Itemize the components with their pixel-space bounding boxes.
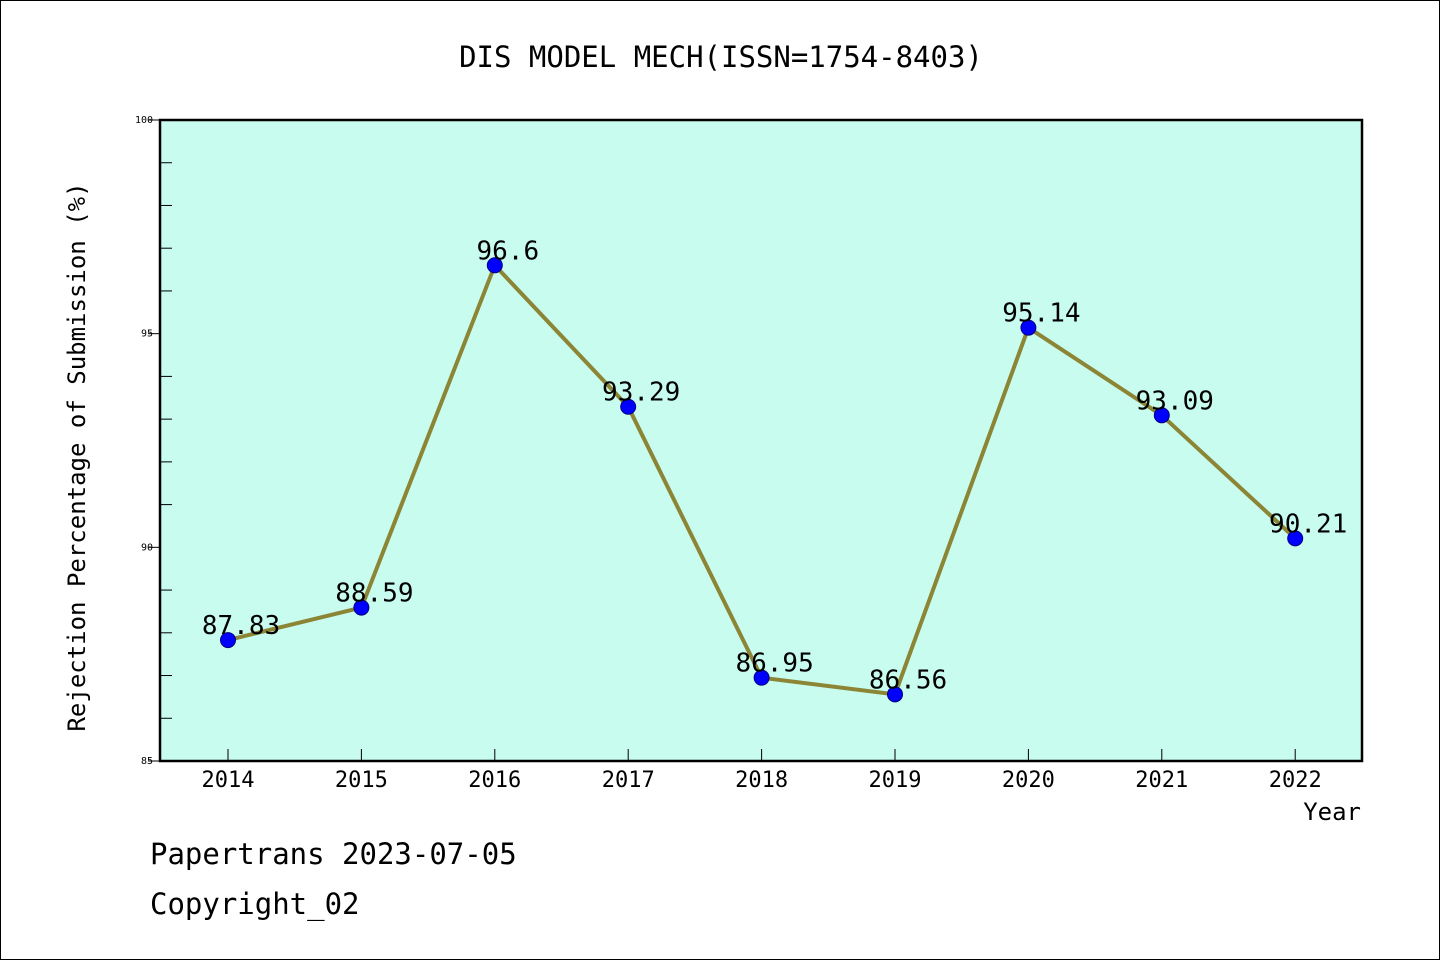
data-label: 88.59 — [335, 579, 413, 609]
x-tick-label: 2014 — [202, 768, 255, 793]
x-tick-label: 2020 — [1002, 768, 1055, 793]
x-tick-label: 2018 — [735, 768, 788, 793]
data-label: 86.95 — [735, 649, 813, 679]
data-point — [486, 257, 503, 274]
data-point — [220, 632, 236, 649]
data-point — [353, 599, 370, 616]
data-point — [753, 669, 770, 686]
x-tick-label: 2019 — [869, 768, 922, 793]
data-point — [1287, 530, 1304, 547]
footer-copyright: Copyright_02 — [150, 887, 360, 922]
data-label: 87.83 — [202, 611, 280, 641]
x-axis-title: Year — [1303, 798, 1361, 826]
x-tick-label: 2015 — [335, 768, 388, 793]
footer-date: Papertrans 2023-07-05 — [150, 837, 517, 871]
data-point — [620, 398, 637, 415]
plot-area — [160, 120, 1362, 761]
data-point — [1153, 407, 1170, 424]
y-tick-label: 95 — [141, 329, 153, 340]
x-tick-label: 2021 — [1135, 768, 1188, 793]
data-label: 93.09 — [1136, 386, 1214, 416]
data-point — [887, 686, 903, 703]
x-tick-label: 2017 — [602, 768, 655, 793]
plot-border — [158, 118, 1364, 763]
data-label: 90.21 — [1269, 509, 1347, 539]
y-tick-label: 100 — [135, 115, 153, 126]
y-tick-label: 85 — [141, 756, 153, 767]
data-labels: 87.83 88.59 96.6 93.29 86.95 86.56 95.14 93.09 9… — [202, 236, 1347, 695]
data-label: 86.56 — [869, 665, 947, 695]
data-label: 93.29 — [602, 378, 680, 408]
data-label: 95.14 — [1002, 299, 1080, 329]
y-axis-ticks: 85 90 95 100 — [135, 115, 172, 767]
y-tick-label: 90 — [141, 542, 153, 553]
x-axis-ticks: 2014 2015 2016 2017 2018 2019 2020 2021 2022 — [202, 749, 1322, 793]
data-markers — [220, 257, 1304, 703]
x-tick-label: 2016 — [468, 768, 521, 793]
data-label: 96.6 — [476, 236, 539, 266]
x-tick-label: 2022 — [1269, 768, 1322, 793]
y-axis-title: Rejection Percentage of Submission (%) — [63, 182, 91, 731]
chart-title: DIS MODEL MECH(ISSN=1754-8403) — [459, 40, 983, 74]
data-point — [1020, 319, 1037, 336]
